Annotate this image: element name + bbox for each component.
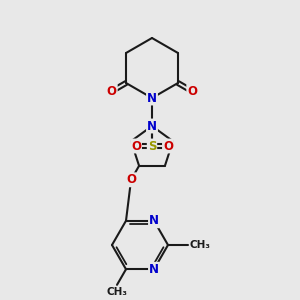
Text: O: O: [163, 140, 173, 152]
Text: O: O: [126, 173, 136, 186]
Text: O: O: [107, 85, 117, 98]
Text: N: N: [149, 214, 159, 227]
Text: N: N: [149, 263, 159, 276]
Text: O: O: [131, 140, 141, 152]
Text: S: S: [148, 140, 156, 152]
Text: CH₃: CH₃: [106, 287, 128, 297]
Text: O: O: [187, 85, 197, 98]
Text: N: N: [147, 92, 157, 104]
Text: CH₃: CH₃: [189, 240, 210, 250]
Text: N: N: [147, 119, 157, 133]
